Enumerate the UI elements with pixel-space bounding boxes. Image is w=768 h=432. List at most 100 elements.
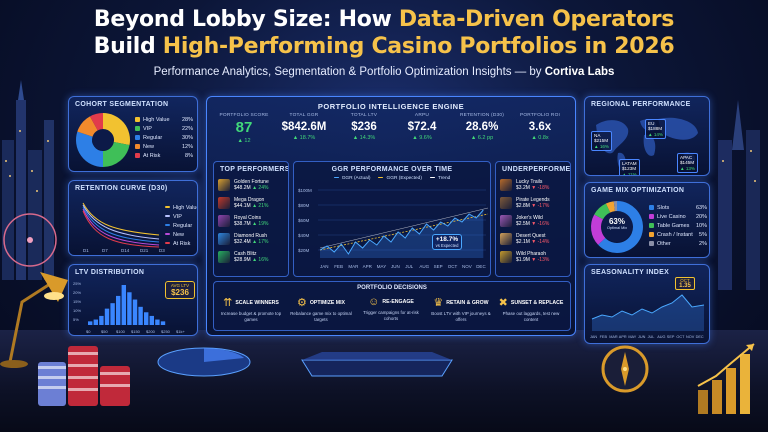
ggr-panel: GGR PERFORMANCE OVER TIME GGR (Actual) GG… bbox=[293, 161, 491, 277]
decision-title: RETAIN & GROW bbox=[446, 299, 489, 306]
ltv-callout-label: AVG LTV bbox=[170, 283, 190, 288]
ltv-bar bbox=[155, 319, 160, 325]
kpi-total-ltv: TOTAL LTV $236 ▲ 14.3% bbox=[335, 113, 393, 141]
donut-slice-high-value bbox=[102, 113, 130, 146]
retention-legend-swatch bbox=[165, 242, 170, 244]
retention-line-vip bbox=[82, 204, 160, 240]
retention-legend-item: At Risk bbox=[165, 241, 190, 247]
cohort-legend-value: 12% bbox=[181, 143, 193, 150]
ltv-y-tick: 5% bbox=[73, 317, 79, 322]
retention-legend-text: High Value bbox=[173, 204, 198, 211]
game-change: ▼ -18% bbox=[531, 185, 550, 191]
kpi-value: 3.6x bbox=[528, 121, 552, 133]
game-value: $2.5M bbox=[516, 221, 530, 227]
cohort-legend-row: At Risk 8% bbox=[135, 151, 193, 160]
game-stats: $2.5M ▼ -16% bbox=[516, 221, 549, 227]
game-info: Mega Dragon $44.1M ▲ 21% bbox=[234, 197, 268, 209]
game-value: $38.7M bbox=[234, 221, 251, 227]
top-performers-list: Golden Fortune $48.2M ▲ 24% Mega Dragon $44… bbox=[214, 176, 288, 266]
growth-bars bbox=[697, 343, 755, 414]
game-stats: $48.2M ▲ 24% bbox=[234, 185, 269, 191]
ggr-legend-swatch bbox=[429, 176, 435, 179]
retention-line-high-value bbox=[82, 202, 160, 236]
region-eu: EU $188M ▲ 14% bbox=[645, 119, 667, 140]
kpi-total-ggr: TOTAL GGR $842.6M ▲ 18.7% bbox=[275, 113, 333, 141]
ltv-panel: LTV DISTRIBUTION 25% 20% 15% 10% 5% $0 $50 $10… bbox=[68, 264, 198, 336]
game-value: $2.8M bbox=[516, 203, 530, 209]
cohort-legend-label: New bbox=[135, 144, 154, 150]
game-mix-legend-value: 10% bbox=[695, 222, 707, 229]
engine-kpis: PORTFOLIO SCORE 87 ▲ 12 TOTAL GGR $842.6M ▲ 1… bbox=[207, 97, 575, 157]
game-info: Diamond Rush $32.4M ▲ 17% bbox=[234, 233, 268, 245]
ltv-callout-value: $236 bbox=[171, 288, 189, 297]
ltv-y-tick: 25% bbox=[73, 281, 81, 286]
game-stats: $32.4M ▲ 17% bbox=[234, 239, 268, 245]
game-change: ▲ 24% bbox=[252, 185, 269, 191]
decision-header: ⇈ SCALE WINNERS bbox=[220, 296, 282, 309]
subtitle-brand: Cortiva Labs bbox=[544, 66, 615, 78]
region-name: NA bbox=[594, 133, 601, 138]
game-change: ▼ -14% bbox=[531, 239, 550, 245]
retention-legend-text: Regular bbox=[173, 222, 193, 229]
cohort-legend-label: High Value bbox=[135, 117, 170, 123]
game-value: $32.4M bbox=[234, 239, 251, 245]
retention-legend-item: VIP bbox=[165, 214, 182, 220]
retention-legend-swatch bbox=[165, 224, 170, 226]
seasonality-month-label: SEP bbox=[667, 335, 675, 339]
retention-line-new bbox=[82, 208, 160, 246]
cohort-legend-row: VIP 22% bbox=[135, 124, 193, 133]
game-mix-legend-label: Table Games bbox=[649, 223, 689, 229]
kpi-value: $236 bbox=[351, 121, 377, 133]
game-mix-legend-text: Table Games bbox=[657, 222, 690, 229]
region-value: $145M bbox=[680, 160, 695, 166]
retention-line-regular bbox=[82, 206, 160, 243]
ggr-month-label: JUN bbox=[391, 264, 400, 269]
trophy-icon: ⇈ bbox=[223, 297, 233, 309]
cohort-legend-row: New 12% bbox=[135, 142, 193, 151]
game-thumbnail bbox=[500, 197, 512, 209]
region-name: EU bbox=[648, 121, 655, 126]
game-mix-legend-label: Live Casino bbox=[649, 214, 686, 220]
game-name: Desert Quest bbox=[516, 233, 546, 239]
seasonality-month-label: NOV bbox=[686, 335, 695, 339]
desk-lamp bbox=[0, 272, 68, 368]
ltv-y-tick: 15% bbox=[73, 299, 81, 304]
region-value: $215M bbox=[594, 138, 609, 144]
hologram-projector bbox=[301, 352, 453, 377]
kpi-portfolio-roi: PORTFOLIO ROI 3.6x ▲ 0.8x bbox=[511, 113, 569, 141]
game-thumbnail bbox=[500, 215, 512, 227]
game-change: ▼ -13% bbox=[531, 257, 550, 263]
game-thumbnail bbox=[500, 179, 512, 191]
retention-legend-row: High Value bbox=[165, 203, 197, 212]
cohort-legend-text: VIP bbox=[143, 125, 152, 132]
game-change: ▲ 16% bbox=[252, 257, 269, 263]
decision-header: ✖ SUNSET & REPLACE bbox=[499, 296, 564, 309]
ltv-y-tick: 10% bbox=[73, 308, 81, 313]
seasonality-month-label: JAN bbox=[590, 335, 597, 339]
donut-slice-table-games bbox=[594, 203, 611, 220]
game-mix-legend-swatch bbox=[649, 231, 654, 237]
decision-sunset-replace: ✖ SUNSET & REPLACE Phase out laggards, tes… bbox=[499, 296, 564, 322]
underperformers-panel: UNDERPERFORMERS Lucky Trails$3.2M ▼ -18%… bbox=[495, 161, 571, 277]
seasonality-month-label: MAY bbox=[628, 335, 636, 339]
ggr-callout-value: +18.7% bbox=[435, 236, 459, 243]
game-stats: $28.9M ▲ 16% bbox=[234, 257, 268, 263]
cohort-legend-swatch bbox=[135, 125, 140, 131]
donut-slice-live-casino bbox=[591, 214, 606, 245]
cohort-donut bbox=[76, 113, 130, 167]
game-stats: $44.1M ▲ 21% bbox=[234, 203, 268, 209]
game-mix-legend-label: Slots bbox=[649, 205, 669, 211]
ggr-legend: GGR (Actual) GGR (Expected) Trend bbox=[294, 176, 490, 181]
game-mix-legend-row: Live Casino 20% bbox=[649, 212, 707, 221]
ggr-chart: $100M $80M $60M $40M $20M JAN FEB MAR APR MAY JUN… bbox=[298, 188, 488, 269]
retention-x-tick: D30 bbox=[159, 248, 165, 253]
game-thumbnail bbox=[218, 251, 230, 263]
game-mix-legend-value: 5% bbox=[699, 231, 707, 238]
ggr-y-tick: $100M bbox=[298, 188, 312, 193]
title-line-2-white: Build bbox=[93, 34, 163, 59]
ggr-month-label: SEP bbox=[434, 264, 443, 269]
kpi-change: ▲ 14.3% bbox=[352, 135, 376, 141]
game-change: ▲ 19% bbox=[252, 221, 269, 227]
retention-legend-item: New bbox=[165, 232, 184, 238]
game-mix-title: GAME MIX OPTIMIZATION bbox=[591, 187, 685, 194]
